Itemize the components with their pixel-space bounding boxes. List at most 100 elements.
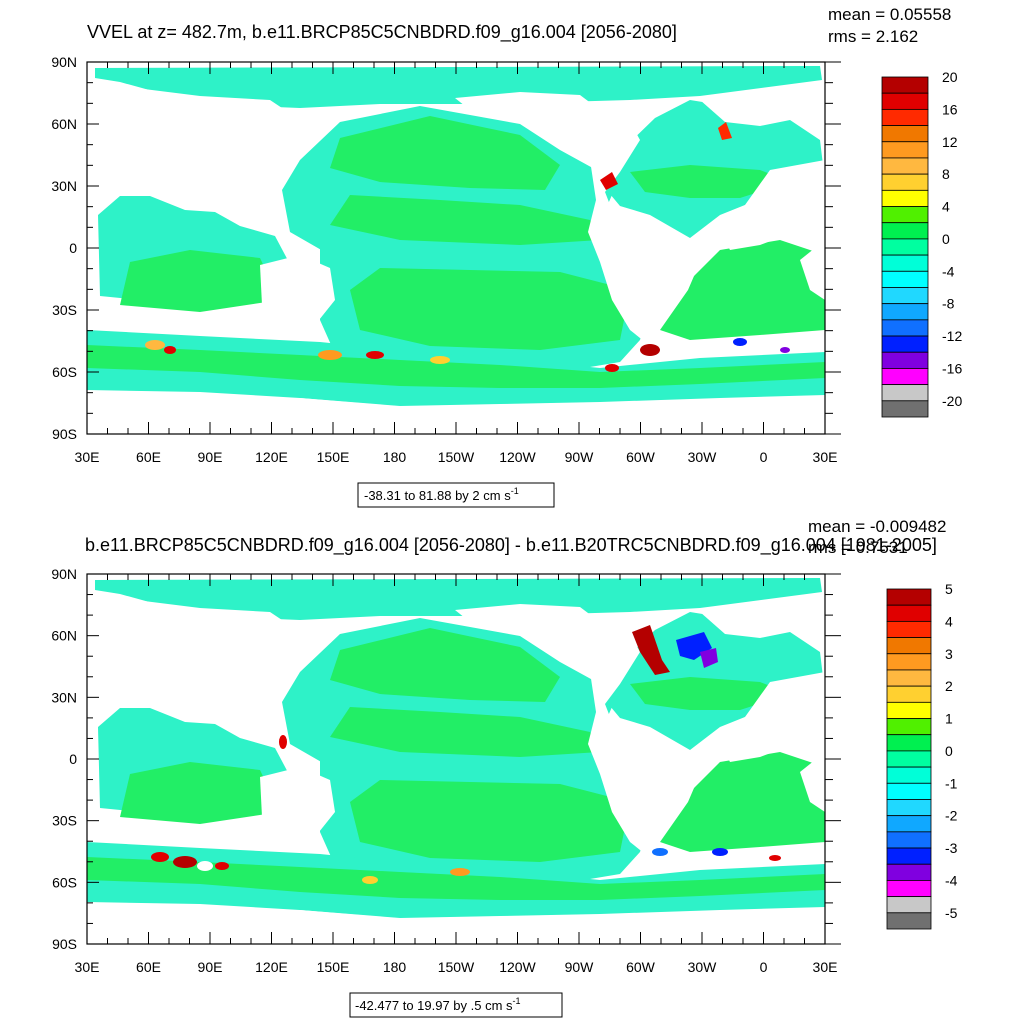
colorbar-label: -5: [945, 905, 958, 921]
y-tick-label: 90S: [52, 936, 77, 952]
panel-1-mean: mean = 0.05558: [828, 5, 951, 24]
colorbar-swatch: [886, 653, 932, 671]
colorbar-swatch: [886, 782, 932, 800]
x-tick-label: 150E: [317, 449, 350, 465]
x-tick-label: 150W: [438, 959, 475, 975]
colorbar-swatch: [886, 685, 932, 703]
colorbar-swatch: [886, 669, 932, 687]
panel-1-range-text: -38.31 to 81.88 by 2 cm s: [364, 488, 511, 503]
colorbar-label: 12: [942, 134, 958, 150]
colorbar-swatch: [881, 189, 929, 207]
x-tick-label: 30W: [688, 959, 718, 975]
panel-2-rms: rms = 0.7531: [808, 538, 908, 557]
panel-1: VVEL at z= 482.7m, b.e11.BRCP85C5CNBDRD.…: [51, 5, 962, 508]
x-tick-label: 150E: [317, 959, 350, 975]
colorbar-swatch: [886, 912, 932, 930]
colorbar-swatch: [881, 319, 929, 337]
colorbar-swatch: [886, 701, 932, 719]
x-tick-label: 60E: [136, 449, 161, 465]
panel-1-title: VVEL at z= 482.7m, b.e11.BRCP85C5CNBDRD.…: [87, 22, 677, 43]
panel-1-map: [87, 62, 825, 434]
panel-2-range-box: -42.477 to 19.97 by .5 cm s-1: [349, 992, 563, 1018]
x-tick-label: 90E: [198, 959, 223, 975]
colorbar-label: -12: [942, 328, 962, 344]
colorbar-swatch: [886, 718, 932, 736]
panel-1-range-exp: -1: [511, 486, 519, 496]
colorbar-swatch: [886, 604, 932, 622]
x-tick-label: 120E: [255, 449, 288, 465]
y-tick-label: 30N: [51, 178, 77, 194]
y-tick-label: 90S: [52, 426, 77, 442]
colorbar-label: 2: [945, 678, 953, 694]
x-tick-label: 60W: [626, 959, 656, 975]
colorbar-label: 4: [945, 613, 953, 629]
y-tick-label: 60S: [52, 874, 77, 890]
colorbar-label: -3: [945, 840, 958, 856]
x-tick-label: 180: [383, 449, 407, 465]
colorbar-swatch: [881, 92, 929, 110]
x-tick-label: 90W: [565, 959, 595, 975]
colorbar-swatch: [881, 206, 929, 224]
panel-1-axes: 30E 60E 90E 120E 150E 180 150W 120W 90W 60W 30W 0 30…: [51, 54, 841, 465]
x-tick-label: 30E: [75, 449, 100, 465]
panel-2-colorbar: 5 4 3 2 1 0 -1 -2 -3 -4 -5: [886, 581, 958, 930]
y-tick-label: 30N: [51, 689, 77, 705]
colorbar-swatch: [886, 588, 932, 606]
colorbar-swatch: [881, 287, 929, 305]
panel-2-axes: 30E 60E 90E 120E 150E 180 150W 120W 90W 60W 30W 0 30…: [51, 566, 841, 975]
colorbar-swatch: [881, 141, 929, 159]
colorbar-swatch: [881, 270, 929, 288]
colorbar-label: -8: [942, 296, 955, 312]
colorbar-label: -2: [945, 808, 958, 824]
panel-2-title: b.e11.BRCP85C5CNBDRD.f09_g16.004 [2056-2…: [85, 535, 937, 556]
panel-2-mean: mean = -0.009482: [808, 517, 946, 536]
colorbar-swatch: [881, 222, 929, 240]
colorbar-label: 3: [945, 646, 953, 662]
panel-1-colorbar: 20 16 12 8 4 0 -4 -8 -12 -16 -20: [881, 69, 962, 418]
x-tick-label: 60E: [136, 959, 161, 975]
colorbar-swatch: [881, 238, 929, 256]
y-tick-label: 30S: [52, 813, 77, 829]
y-tick-label: 0: [69, 240, 77, 256]
colorbar-swatch: [886, 766, 932, 784]
colorbar-swatch: [886, 734, 932, 752]
x-tick-label: 30E: [75, 959, 100, 975]
colorbar-swatch: [881, 368, 929, 386]
colorbar-label: 0: [942, 231, 950, 247]
y-tick-label: 90N: [51, 54, 77, 70]
colorbar-swatch: [886, 847, 932, 865]
colorbar-swatch: [881, 173, 929, 191]
y-tick-label: 60S: [52, 364, 77, 380]
colorbar-swatch: [886, 863, 932, 881]
colorbar-label: 16: [942, 101, 958, 117]
colorbar-swatch: [881, 108, 929, 126]
colorbar-swatch: [886, 880, 932, 898]
x-tick-label: 60W: [626, 449, 656, 465]
colorbar-swatch: [881, 254, 929, 272]
panel-2-map: [87, 574, 825, 944]
x-tick-label: 150W: [438, 449, 475, 465]
x-tick-label: 0: [760, 449, 768, 465]
x-tick-label: 30E: [813, 449, 838, 465]
colorbar-swatch: [886, 896, 932, 914]
colorbar-label: 0: [945, 743, 953, 759]
colorbar-label: 4: [942, 199, 950, 215]
colorbar-swatch: [881, 335, 929, 353]
colorbar-swatch: [886, 799, 932, 817]
y-tick-label: 0: [69, 751, 77, 767]
colorbar-swatch: [886, 637, 932, 655]
colorbar-swatch: [881, 76, 929, 94]
colorbar-swatch: [886, 831, 932, 849]
panel-2-range-exp: -1: [513, 996, 521, 1006]
y-tick-label: 30S: [52, 302, 77, 318]
y-tick-label: 60N: [51, 116, 77, 132]
colorbar-swatch: [881, 351, 929, 369]
svg-text:-42.477 to 19.97 by .5 cm s-1: -42.477 to 19.97 by .5 cm s-1: [355, 996, 521, 1013]
colorbar-label: 1: [945, 711, 953, 727]
colorbar-swatch: [881, 400, 929, 418]
x-tick-label: 30W: [688, 449, 718, 465]
colorbar-label: 20: [942, 69, 958, 85]
x-tick-label: 30E: [813, 959, 838, 975]
panel-2-range-text: -42.477 to 19.97 by .5 cm s: [355, 998, 513, 1013]
